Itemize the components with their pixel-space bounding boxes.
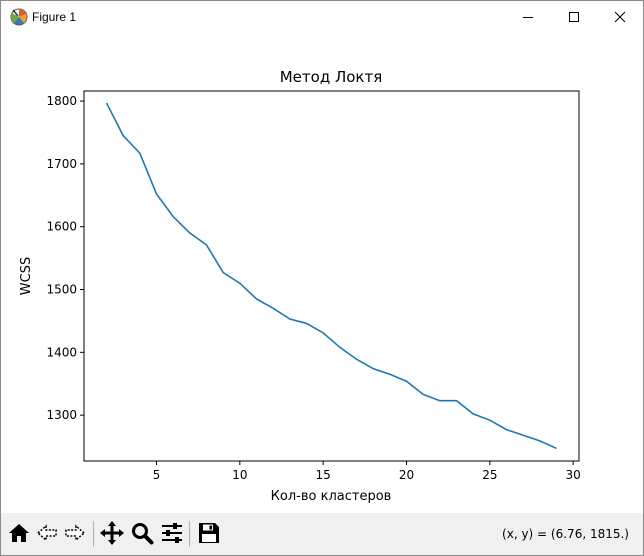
- maximize-icon: [569, 12, 579, 22]
- zoom-button[interactable]: [128, 519, 156, 547]
- title-bar[interactable]: Figure 1: [1, 1, 643, 33]
- minimize-button[interactable]: [505, 1, 551, 33]
- home-button[interactable]: [5, 519, 33, 547]
- back-arrow-icon: [36, 524, 57, 542]
- x-tick-label: 20: [399, 468, 414, 482]
- minimize-icon: [523, 17, 533, 18]
- x-tick-label: 25: [482, 468, 497, 482]
- maximize-button[interactable]: [551, 1, 597, 33]
- toolbar-separator: [93, 521, 94, 547]
- pan-button[interactable]: [98, 519, 126, 547]
- save-button[interactable]: [195, 519, 223, 547]
- zoom-icon: [132, 523, 154, 545]
- configure-subplots-button[interactable]: [158, 519, 186, 547]
- x-tick-label: 5: [153, 468, 161, 482]
- x-axis-label: Кол-во кластеров: [271, 489, 392, 504]
- wcss-line: [105, 102, 557, 450]
- close-icon: [614, 11, 626, 23]
- y-tick-label: 1400: [46, 345, 77, 359]
- toolbar-separator: [189, 521, 190, 547]
- close-button[interactable]: [597, 1, 643, 33]
- y-tick-label: 1300: [46, 408, 77, 422]
- x-tick-label: 10: [232, 468, 247, 482]
- forward-arrow-icon: [65, 524, 86, 542]
- home-icon: [9, 524, 29, 542]
- y-tick-label: 1800: [46, 94, 77, 108]
- matplotlib-logo-icon: [10, 8, 28, 26]
- x-tick-label: 30: [566, 468, 581, 482]
- chart-title: Метод Локтя: [280, 68, 383, 86]
- navigation-toolbar: (x, y) = (6.76, 1815.): [1, 513, 643, 555]
- back-button[interactable]: [33, 519, 61, 547]
- y-axis-label: WCSS: [19, 257, 34, 295]
- pan-icon: [100, 521, 124, 545]
- elbow-chart: Метод Локтя 5 10 15 20 25 30 1300 1400 1500 1600…: [19, 68, 581, 504]
- save-icon: [199, 523, 219, 543]
- y-tick-label: 1600: [46, 220, 77, 234]
- configure-subplots-icon: [162, 523, 182, 543]
- window-title: Figure 1: [32, 10, 77, 24]
- cursor-coordinates: (x, y) = (6.76, 1815.): [502, 527, 629, 541]
- plot-frame: [83, 90, 580, 462]
- x-tick-label: 15: [316, 468, 331, 482]
- y-tick-label: 1700: [46, 157, 77, 171]
- y-axis: 1300 1400 1500 1600 1700 1800: [46, 94, 84, 422]
- y-tick-label: 1500: [46, 283, 77, 297]
- figure-canvas[interactable]: Метод Локтя 5 10 15 20 25 30 1300 1400 1500 1600…: [1, 33, 643, 513]
- x-axis: 5 10 15 20 25 30: [153, 461, 581, 482]
- forward-button[interactable]: [61, 519, 89, 547]
